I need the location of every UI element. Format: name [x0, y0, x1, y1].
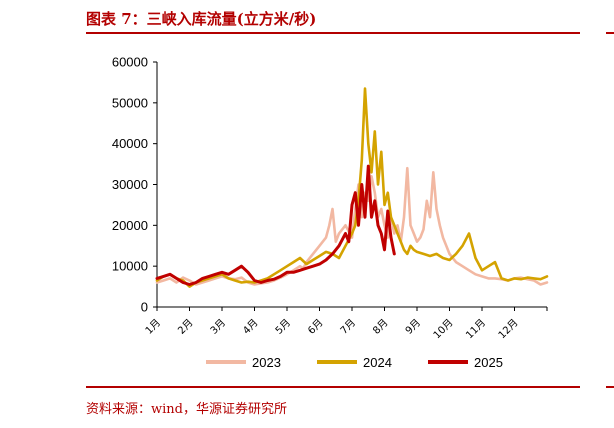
- y-tick-label: 50000: [112, 95, 148, 110]
- series-line-2025: [155, 164, 396, 286]
- y-tick-label: 60000: [112, 55, 148, 70]
- header-divider: [86, 32, 580, 34]
- x-tick-label: 8月: [371, 317, 391, 337]
- header-divider-right: [606, 32, 614, 34]
- x-tick-label: 3月: [208, 317, 228, 337]
- x-tick-label: 2月: [176, 317, 196, 337]
- y-tick-label: 10000: [112, 259, 148, 274]
- footer-divider: [86, 386, 580, 388]
- legend: 2023 2024 2025: [206, 355, 503, 370]
- y-tick-label: 40000: [112, 136, 148, 151]
- y-tick-label: 20000: [112, 218, 148, 233]
- legend-label-2025: 2025: [474, 355, 503, 370]
- x-tick-label: 12月: [496, 317, 521, 342]
- x-tick-label: 5月: [273, 317, 293, 337]
- source-note: 资料来源：wind，华源证券研究所: [86, 402, 287, 417]
- y-axis-ticks: 0 10000 20000 30000 40000 50000 60000: [112, 55, 157, 315]
- y-tick-label: 30000: [112, 177, 148, 192]
- footer-divider-right: [606, 386, 614, 388]
- legend-label-2024: 2024: [363, 355, 392, 370]
- legend-label-2023: 2023: [252, 355, 281, 370]
- x-tick-label: 4月: [241, 317, 261, 337]
- x-tick-label: 11月: [464, 317, 489, 342]
- series-lines: [155, 87, 549, 288]
- x-tick-label: 9月: [403, 317, 423, 337]
- x-tick-label: 1月: [143, 317, 163, 337]
- axes: [156, 62, 547, 308]
- series-line-2023: [155, 166, 549, 286]
- y-tick-label: 0: [141, 300, 148, 315]
- x-tick-label: 7月: [338, 317, 358, 337]
- x-tick-label: 6月: [306, 317, 326, 337]
- x-tick-label: 10月: [431, 317, 456, 342]
- x-axis-ticks: 1月 2月 3月 4月 5月 6月 7月 8月 9月 10月 11月 12月: [143, 307, 548, 342]
- series-line-2024: [155, 87, 549, 288]
- chart-title: 图表 7：三峡入库流量(立方米/秒): [86, 10, 317, 28]
